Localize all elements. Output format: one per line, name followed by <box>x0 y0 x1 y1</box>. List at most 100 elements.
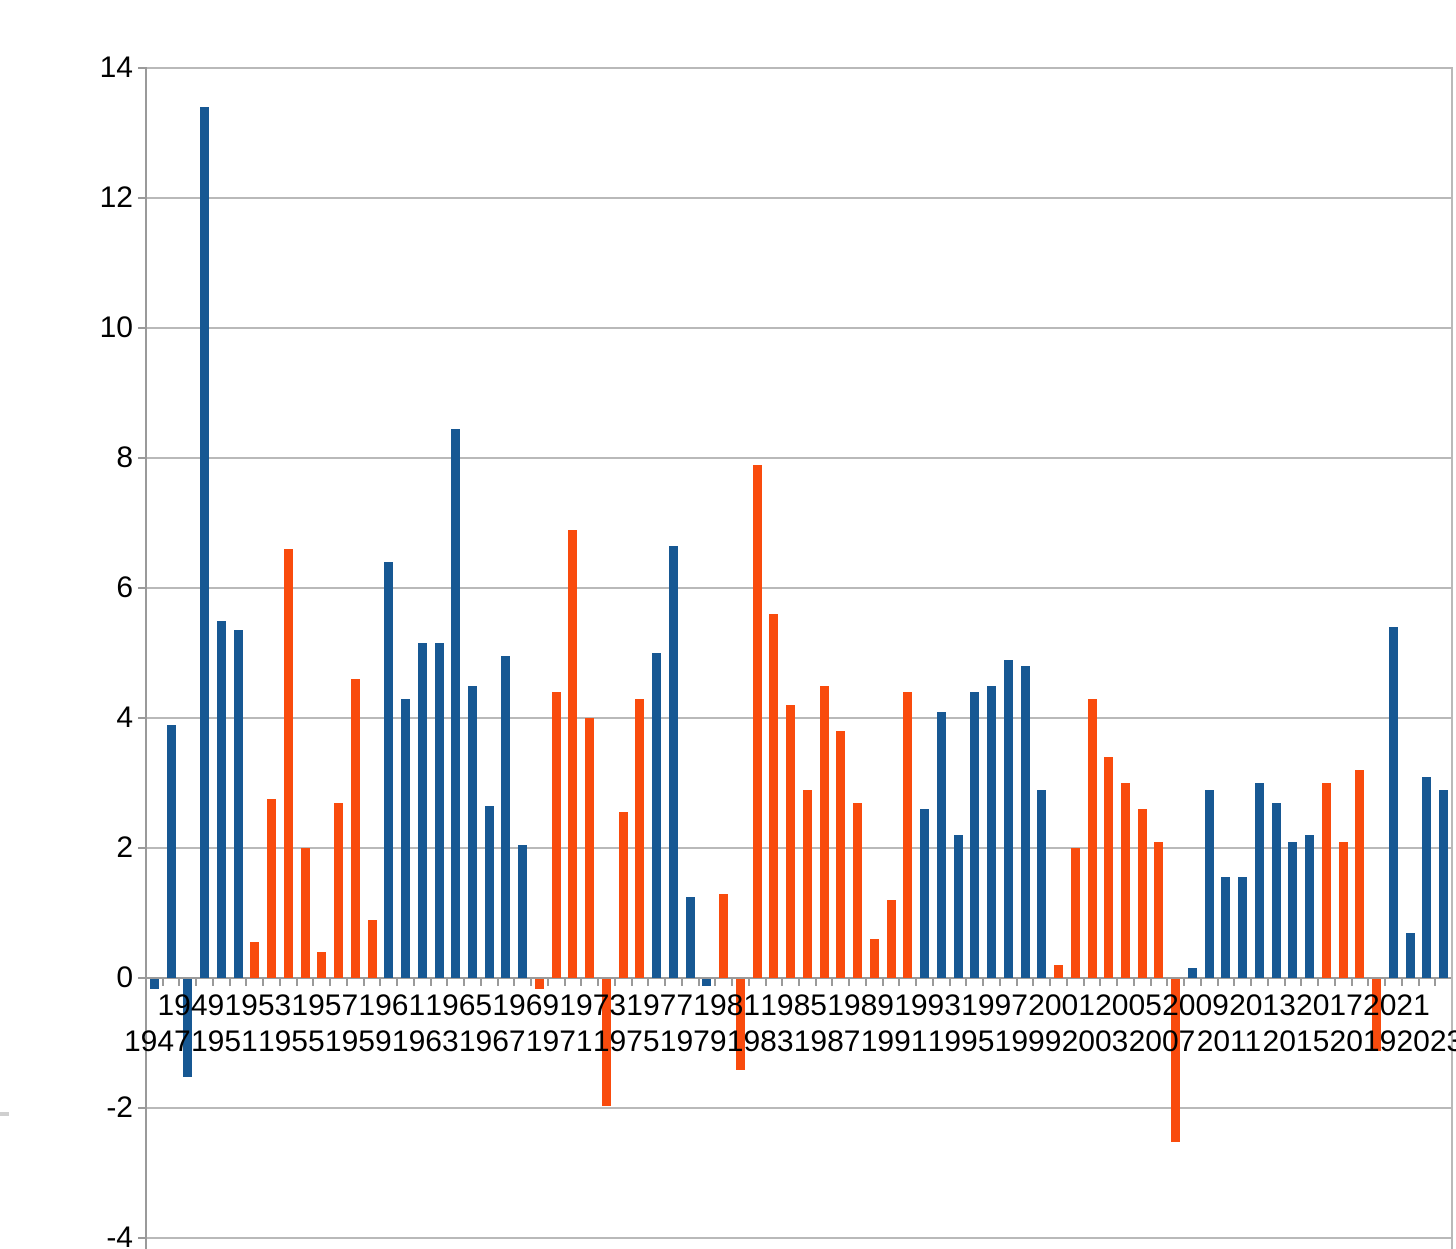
x-axis-label-1977: 1977 <box>626 989 694 1022</box>
x-tick-29 <box>630 978 633 986</box>
x-axis-label-2015: 2015 <box>1262 1025 1330 1058</box>
bar-1979 <box>685 896 695 978</box>
bar-1996 <box>970 692 980 978</box>
x-axis-label-1983: 1983 <box>726 1025 794 1058</box>
x-tick-13 <box>362 978 365 986</box>
x-axis-label-2023: 2023 <box>1396 1025 1456 1058</box>
bar-2012 <box>1238 877 1248 978</box>
bar-1971 <box>551 692 561 978</box>
bar-2015 <box>1288 841 1298 978</box>
x-tick-75 <box>1400 978 1403 986</box>
x-tick-38 <box>781 978 784 986</box>
x-axis-label-1973: 1973 <box>559 989 627 1022</box>
gridline-12 <box>146 197 1452 199</box>
gridline--2 <box>146 1107 1452 1109</box>
x-axis-label-1979: 1979 <box>659 1025 727 1058</box>
bar-1952 <box>233 630 243 978</box>
x-tick-62 <box>1183 978 1186 986</box>
x-tick-72 <box>1350 978 1353 986</box>
x-tick-63 <box>1199 978 1202 986</box>
bar-1978 <box>668 545 678 978</box>
gridline-8 <box>146 457 1452 459</box>
y-tick--4 <box>138 1237 146 1239</box>
x-axis-label-2005: 2005 <box>1095 989 1162 1022</box>
bar-1966 <box>468 685 477 978</box>
bar-2002 <box>1070 848 1080 978</box>
bar-1970 <box>534 979 544 989</box>
bar-1989 <box>853 802 863 978</box>
bar-1961 <box>384 562 394 978</box>
x-axis-label-1957: 1957 <box>291 989 359 1022</box>
bar-1977 <box>652 653 662 978</box>
bar-1948 <box>166 724 176 978</box>
y-tick--2 <box>138 1107 146 1109</box>
y-axis-label-2: 2 <box>116 831 133 864</box>
left-edge-artifact <box>0 1112 9 1116</box>
y-axis-line <box>145 67 147 1249</box>
x-tick-69 <box>1300 978 1303 986</box>
bar-2019 <box>1355 770 1365 978</box>
x-axis-label-1987: 1987 <box>793 1025 861 1058</box>
x-axis-label-2019: 2019 <box>1329 1025 1397 1058</box>
bar-1972 <box>568 529 578 978</box>
x-tick-55 <box>1065 978 1068 986</box>
x-axis-label-2007: 2007 <box>1128 1025 1196 1058</box>
bar-1950 <box>200 107 210 978</box>
x-axis-label-1999: 1999 <box>994 1025 1062 1058</box>
x-tick-26 <box>580 978 583 986</box>
x-axis-label-1949: 1949 <box>157 989 225 1022</box>
gridline-4 <box>146 717 1452 719</box>
y-axis-label--4: -4 <box>106 1221 133 1249</box>
bar-1964 <box>434 643 444 978</box>
x-axis-label-1989: 1989 <box>827 989 894 1022</box>
bar-1994 <box>936 711 946 978</box>
x-axis-label-1985: 1985 <box>760 989 827 1022</box>
bar-1987 <box>819 685 829 978</box>
x-axis-label-2013: 2013 <box>1229 989 1296 1022</box>
x-tick-60 <box>1149 978 1152 986</box>
x-tick-74 <box>1384 978 1387 986</box>
x-axis-label-1969: 1969 <box>492 989 560 1022</box>
bar-1980 <box>702 979 712 986</box>
x-tick-30 <box>647 978 650 986</box>
x-tick-25 <box>563 978 566 986</box>
x-tick-31 <box>664 978 667 986</box>
x-tick-48 <box>948 978 951 986</box>
x-tick-1 <box>161 978 164 986</box>
bar-2013 <box>1254 783 1264 978</box>
y-axis-label-14: 14 <box>99 51 133 84</box>
bar-1967 <box>484 805 494 978</box>
x-tick-70 <box>1317 978 1320 986</box>
x-tick-59 <box>1132 978 1135 986</box>
x-tick-66 <box>1250 978 1253 986</box>
x-tick-77 <box>1434 978 1437 986</box>
x-tick-9 <box>295 978 298 986</box>
x-tick-73 <box>1367 978 1370 986</box>
x-axis-label-2009: 2009 <box>1162 989 1229 1022</box>
x-tick-54 <box>1049 978 1052 986</box>
bar-1985 <box>786 705 796 978</box>
x-tick-47 <box>931 978 934 986</box>
x-tick-33 <box>697 978 700 986</box>
bar-1991 <box>886 900 896 978</box>
x-axis-label-1953: 1953 <box>224 989 292 1022</box>
gridline-10 <box>146 327 1452 329</box>
x-tick-10 <box>312 978 315 986</box>
bar-1984 <box>769 614 779 978</box>
bar-2022 <box>1405 932 1415 978</box>
bar-1995 <box>953 835 963 978</box>
y-tick-8 <box>138 457 146 459</box>
bar-1986 <box>802 789 812 978</box>
bar-2000 <box>1037 789 1047 978</box>
y-tick-0 <box>138 977 146 979</box>
x-axis-label-2003: 2003 <box>1061 1025 1129 1058</box>
x-tick-17 <box>429 978 432 986</box>
bar-1982 <box>735 979 745 1070</box>
bar-2001 <box>1054 965 1064 978</box>
x-axis-label-1981: 1981 <box>693 989 761 1022</box>
bar-1973 <box>585 718 595 978</box>
x-axis-label-1959: 1959 <box>324 1025 392 1058</box>
x-tick-71 <box>1333 978 1336 986</box>
x-axis-label-1975: 1975 <box>592 1025 660 1058</box>
bar-2014 <box>1271 802 1281 978</box>
